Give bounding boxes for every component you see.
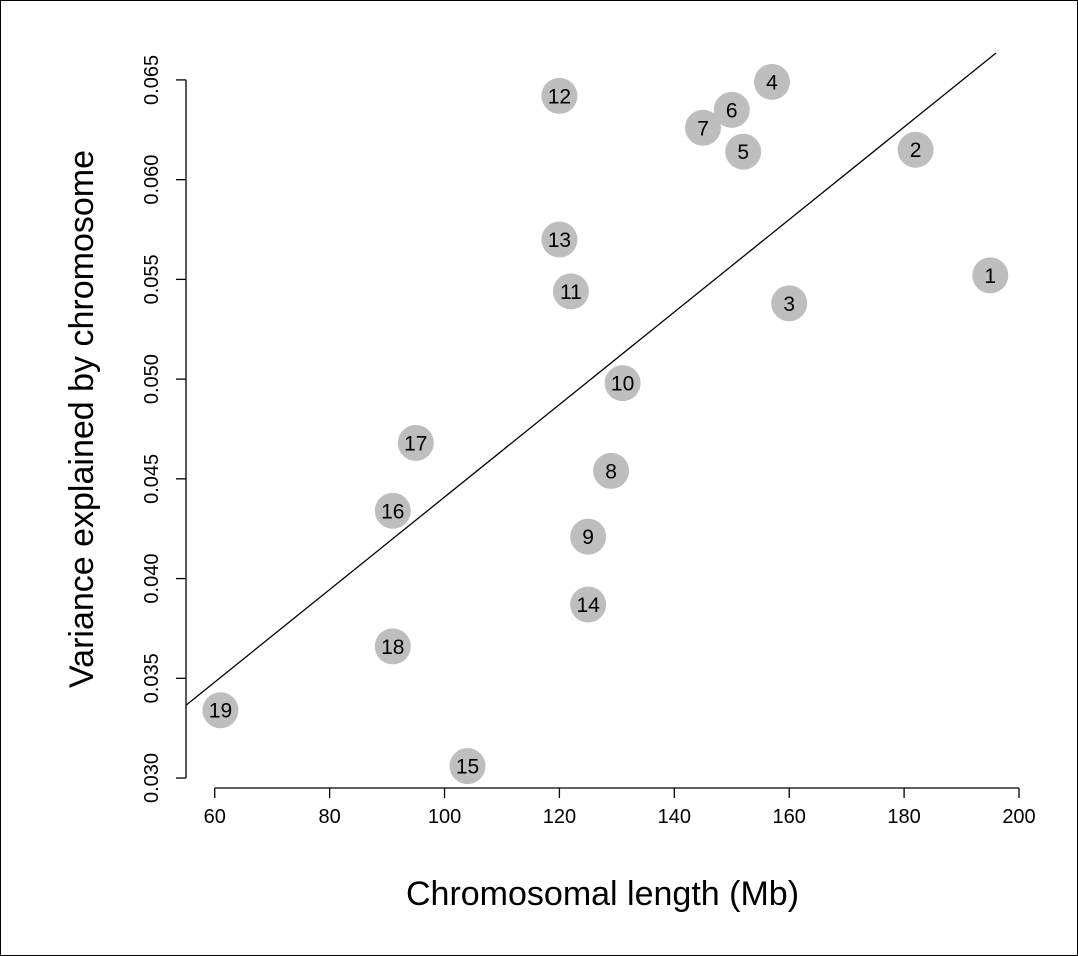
y-tick-label: 0.060 [141, 155, 163, 205]
point-marker [449, 748, 486, 785]
x-tick-label: 80 [318, 806, 340, 828]
point-marker [725, 133, 762, 170]
point-18: 18 [374, 628, 411, 665]
x-tick-label: 60 [204, 806, 226, 828]
x-tick-label: 120 [543, 806, 576, 828]
point-label: 19 [209, 700, 232, 723]
point-label: 1 [984, 265, 996, 288]
point-marker [541, 221, 578, 258]
point-marker [771, 285, 808, 322]
y-tick-label: 0.065 [141, 55, 163, 105]
x-axis-title: Chromosomal length (Mb) [406, 875, 799, 913]
x-tick-label: 140 [658, 806, 691, 828]
point-label: 14 [576, 594, 600, 617]
y-tick-label: 0.055 [141, 254, 163, 304]
x-tick-label: 160 [773, 806, 806, 828]
point-13: 13 [541, 221, 578, 258]
point-marker [713, 91, 750, 128]
point-label: 7 [697, 117, 709, 140]
y-axis-title: Variance explained by chromosome [63, 150, 101, 688]
point-marker [685, 109, 722, 146]
point-12: 12 [541, 77, 578, 114]
point-16: 16 [374, 492, 411, 529]
point-marker [593, 452, 630, 489]
point-label: 2 [910, 139, 922, 162]
point-label: 10 [611, 373, 634, 396]
point-marker [972, 257, 1009, 294]
y-tick-label: 0.045 [141, 454, 163, 504]
fit-line [185, 52, 997, 706]
point-label: 16 [381, 500, 404, 523]
point-6: 6 [713, 91, 750, 128]
point-marker [374, 492, 411, 529]
point-marker [570, 586, 607, 623]
point-marker [374, 628, 411, 665]
point-7: 7 [685, 109, 722, 146]
y-tick-label: 0.030 [141, 753, 163, 803]
point-label: 13 [548, 229, 571, 252]
point-19: 19 [202, 692, 239, 729]
point-15: 15 [449, 748, 486, 785]
y-tick-label: 0.040 [141, 554, 163, 604]
point-marker [753, 63, 790, 100]
point-9: 9 [570, 518, 607, 555]
point-label: 9 [582, 526, 594, 549]
y-tick-label: 0.050 [141, 354, 163, 404]
point-label: 6 [726, 99, 738, 122]
point-marker [552, 273, 589, 310]
point-marker [570, 518, 607, 555]
point-4: 4 [753, 63, 790, 100]
point-17: 17 [397, 424, 434, 461]
point-11: 11 [552, 273, 589, 310]
point-2: 2 [897, 131, 934, 168]
point-marker [202, 692, 239, 729]
point-label: 11 [560, 281, 582, 304]
point-10: 10 [604, 365, 641, 402]
point-marker [897, 131, 934, 168]
point-label: 17 [404, 432, 427, 455]
point-5: 5 [725, 133, 762, 170]
point-label: 5 [737, 141, 749, 164]
point-label: 4 [766, 71, 778, 94]
point-label: 15 [456, 756, 479, 779]
point-1: 1 [972, 257, 1009, 294]
point-marker [541, 77, 578, 114]
point-label: 3 [783, 293, 795, 316]
point-label: 12 [548, 85, 571, 108]
x-tick-label: 180 [887, 806, 920, 828]
y-tick-label: 0.035 [141, 653, 163, 703]
point-8: 8 [593, 452, 630, 489]
point-label: 18 [381, 636, 404, 659]
x-tick-label: 100 [428, 806, 461, 828]
x-tick-label: 200 [1002, 806, 1035, 828]
point-3: 3 [771, 285, 808, 322]
axes: 60 80 100 120 140 160 180 200 0.030 0.035 0.040 0.0… [141, 55, 1036, 828]
point-marker [397, 424, 434, 461]
fit-line-group [185, 52, 997, 706]
point-14: 14 [570, 586, 607, 623]
point-marker [604, 365, 641, 402]
point-label: 8 [605, 460, 617, 483]
